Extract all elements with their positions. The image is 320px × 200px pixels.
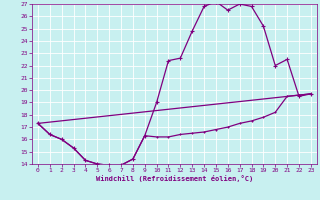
X-axis label: Windchill (Refroidissement éolien,°C): Windchill (Refroidissement éolien,°C)	[96, 175, 253, 182]
